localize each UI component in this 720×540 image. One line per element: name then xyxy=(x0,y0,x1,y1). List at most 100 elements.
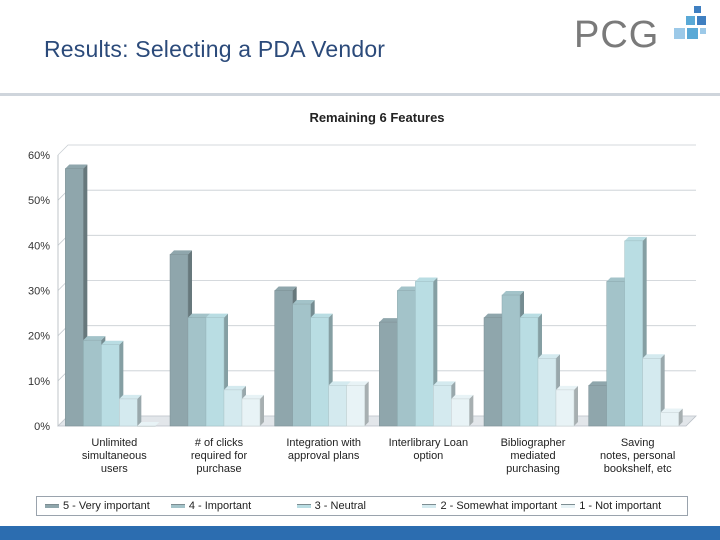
x-tick-label: Bibliographer xyxy=(501,437,566,449)
footer-bar xyxy=(0,526,720,540)
bar-side xyxy=(469,394,474,426)
bar-top xyxy=(379,318,402,323)
bar xyxy=(642,358,661,427)
gridline xyxy=(57,325,696,336)
bar xyxy=(65,168,84,427)
x-tick-label: approval plans xyxy=(288,450,360,462)
y-tick-label: 50% xyxy=(28,195,50,207)
chart-legend: 5 - Very important 4 - Important 3 - Neutr… xyxy=(36,496,688,516)
bar-side xyxy=(137,394,142,426)
bar-side xyxy=(678,408,683,426)
legend-label: 3 - Neutral xyxy=(314,500,366,512)
legend-swatch xyxy=(45,504,59,508)
bar-side xyxy=(260,394,264,426)
bar-top xyxy=(274,286,297,291)
y-tick-label: 10% xyxy=(28,376,50,388)
header-divider xyxy=(0,93,720,96)
bar-top xyxy=(310,313,333,318)
bar-top xyxy=(224,385,246,390)
legend-swatch xyxy=(561,504,576,508)
slide-title: Results: Selecting a PDA Vendor xyxy=(44,36,386,62)
bar xyxy=(187,317,207,427)
header-divider-highlight xyxy=(0,96,720,97)
logo-text: PCG xyxy=(574,14,660,56)
bar-top xyxy=(137,422,160,426)
bar-top xyxy=(451,394,474,399)
bar-side xyxy=(574,385,578,426)
bar-top xyxy=(328,381,351,386)
legend-item: 1 - Not important xyxy=(561,500,683,512)
chart-title: Remaining 6 Features xyxy=(309,110,444,125)
legend-label: 5 - Very important xyxy=(63,500,150,512)
bar xyxy=(223,389,243,427)
legend-swatch xyxy=(422,504,437,508)
bar-top xyxy=(101,340,124,345)
gridline xyxy=(57,370,696,382)
x-tick-label: mediated xyxy=(510,450,555,462)
bar xyxy=(83,339,102,427)
bar xyxy=(101,344,120,427)
y-tick-label: 20% xyxy=(28,331,50,343)
bar xyxy=(606,281,625,427)
bar-top xyxy=(83,336,106,341)
y-tick-label: 30% xyxy=(28,286,50,298)
bar-chart: Remaining 6 Features 0% 10% 20% 30% 40% 50% 60%… xyxy=(28,110,697,475)
bar xyxy=(433,385,452,427)
legend-label: 1 - Not important xyxy=(579,500,662,512)
bar-top xyxy=(606,277,629,282)
legend-label: 4 - Important xyxy=(188,500,252,512)
y-tick-label: 0% xyxy=(34,421,50,433)
legend-swatch xyxy=(296,504,311,508)
gridline xyxy=(57,280,696,291)
x-tick-label: notes, personal xyxy=(600,450,675,462)
bar xyxy=(205,317,225,427)
bar xyxy=(119,398,138,427)
bar-top xyxy=(188,313,210,318)
bar xyxy=(624,240,643,427)
bar xyxy=(588,385,607,427)
legend-item: 2 - Somewhat important xyxy=(422,500,557,512)
legend-swatch xyxy=(170,504,185,508)
gridline xyxy=(57,144,696,156)
x-tick-label: users xyxy=(101,463,128,475)
bar-top xyxy=(433,381,456,386)
bar xyxy=(292,303,311,427)
legend-item: 4 - Important xyxy=(170,500,293,512)
legend-item: 3 - Neutral xyxy=(296,500,419,512)
bar xyxy=(346,385,365,427)
legend-label: 2 - Somewhat important xyxy=(440,500,558,512)
bar-top xyxy=(206,313,228,318)
bar-top xyxy=(538,354,560,359)
bar-top xyxy=(65,164,88,169)
x-tick-label: Interlibrary Loan xyxy=(389,437,469,449)
bar-top xyxy=(624,236,647,241)
bar xyxy=(241,398,261,427)
bar-top xyxy=(642,354,665,359)
logo-squares-icon xyxy=(674,6,706,39)
bar xyxy=(660,412,679,427)
x-tick-label: Integration with xyxy=(286,437,361,449)
bar-side xyxy=(660,354,665,426)
x-tick-label: required for xyxy=(191,450,248,462)
bar xyxy=(483,317,503,427)
x-tick-label: simultaneous xyxy=(82,450,147,462)
bar xyxy=(328,385,347,427)
x-tick-label: purchasing xyxy=(506,463,560,475)
bar xyxy=(501,294,521,427)
bar-top xyxy=(556,385,578,390)
bar xyxy=(397,290,416,427)
bar xyxy=(519,317,539,427)
bar-top xyxy=(346,381,369,386)
bar xyxy=(379,321,398,427)
bar xyxy=(137,425,156,427)
x-tick-label: bookshelf, etc xyxy=(604,463,672,475)
x-tick-label: Unlimited xyxy=(91,437,137,449)
bar xyxy=(555,389,575,427)
bar xyxy=(274,290,293,427)
gridline xyxy=(57,234,696,246)
bar-side xyxy=(364,381,369,426)
y-tick-label: 40% xyxy=(28,240,50,252)
bar xyxy=(310,317,329,427)
bar-top xyxy=(502,291,524,296)
x-tick-label: Saving xyxy=(621,437,655,449)
